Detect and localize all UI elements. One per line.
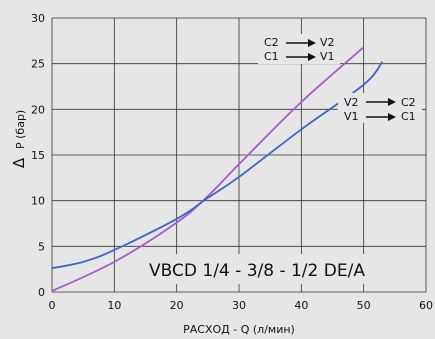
flow-2a-to: C2 (401, 96, 416, 109)
y-axis-label: P (бар) (14, 110, 27, 149)
x-tick-label: 40 (294, 299, 308, 312)
x-tick-labels: 0 10 20 30 40 50 60 (49, 299, 434, 312)
series-line-1 (51, 46, 365, 292)
flow-2a-from: V2 (344, 96, 359, 109)
y-tick-label: 25 (31, 58, 45, 71)
arrow-right-icon (366, 98, 396, 106)
x-tick-label: 0 (49, 299, 56, 312)
flow-1b-from: C1 (264, 50, 279, 63)
y-axis-delta-symbol: Δ (10, 157, 28, 168)
grid (51, 17, 427, 293)
arrow-right-icon (286, 39, 316, 47)
y-tick-label: 20 (31, 103, 45, 116)
flow-1b-to: V1 (320, 50, 335, 63)
x-axis-title: РАСХОД - Q (л/мин) (183, 323, 295, 336)
arrow-right-icon (366, 113, 396, 121)
y-tick-label: 0 (38, 286, 45, 299)
y-tick-label: 30 (31, 12, 45, 25)
x-tick-label: 30 (232, 299, 246, 312)
x-tick-label: 10 (107, 299, 121, 312)
y-tick-labels: 0 5 10 15 20 25 30 (31, 12, 45, 299)
flow-group-1-bg (258, 34, 340, 64)
y-axis-title: Δ P (бар) (10, 110, 28, 168)
model-label: VBCD 1/4 - 3/8 - 1/2 DE/A (149, 261, 365, 281)
y-tick-label: 10 (31, 195, 45, 208)
x-tick-label: 50 (357, 299, 371, 312)
flow-1a-to: V2 (320, 36, 335, 49)
y-tick-label: 5 (38, 240, 45, 253)
flow-group-2-bg (338, 93, 422, 123)
flow-2b-from: V1 (344, 110, 359, 123)
flow-1a-from: C2 (264, 36, 279, 49)
model-label-bg (134, 254, 380, 284)
x-tick-label: 20 (170, 299, 184, 312)
flow-2b-to: C1 (401, 110, 416, 123)
y-tick-label: 15 (31, 149, 45, 162)
x-tick-label: 60 (419, 299, 433, 312)
arrow-right-icon (286, 53, 316, 61)
